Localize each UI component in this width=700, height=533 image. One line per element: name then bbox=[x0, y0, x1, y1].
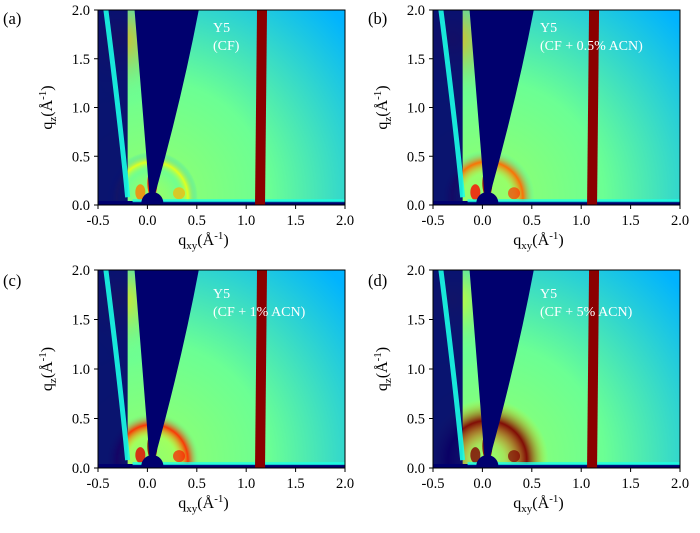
missing-wedge bbox=[98, 270, 199, 457]
x-tick-label: 1.5 bbox=[287, 213, 305, 229]
y-tick-label: 1.0 bbox=[72, 101, 90, 117]
x-axis-label: qxy(Å-1) bbox=[178, 493, 228, 515]
y-axis-label: qz(Å-1) bbox=[372, 85, 394, 129]
sample-name: Y5 bbox=[213, 21, 230, 36]
y-axis-label: qz(Å-1) bbox=[37, 85, 59, 129]
sample-condition: (CF + 1% ACN) bbox=[213, 305, 306, 320]
x-tick-label: 2.0 bbox=[336, 213, 354, 229]
x-tick-label: -0.5 bbox=[422, 213, 445, 229]
y-tick-label: 1.5 bbox=[72, 52, 90, 68]
y-tick-label: 0.5 bbox=[407, 412, 425, 428]
x-tick-label: 0.0 bbox=[473, 476, 491, 492]
x-axis-label: qxy(Å-1) bbox=[513, 493, 563, 515]
sample-condition: (CF + 0.5% ACN) bbox=[540, 39, 643, 54]
panel-a: -0.5 0.0 0.5 1.0 1.5 2.00.00.51.01.52.0qxy(Å-… bbox=[3, 3, 354, 252]
y-tick-label: 1.0 bbox=[407, 362, 425, 378]
panel-label: (c) bbox=[3, 271, 21, 290]
substrate-horizon bbox=[433, 464, 680, 468]
detector-gap bbox=[587, 270, 600, 468]
substrate-horizon bbox=[98, 464, 345, 468]
x-tick-label: 1.5 bbox=[622, 476, 640, 492]
x-tick-label: -0.5 bbox=[87, 213, 110, 229]
panel-label: (b) bbox=[368, 9, 387, 28]
sample-name: Y5 bbox=[213, 287, 230, 302]
y-tick-label: 2.0 bbox=[407, 3, 425, 19]
x-tick-label: 0.0 bbox=[138, 213, 156, 229]
x-tick-label: -0.5 bbox=[87, 476, 110, 492]
x-axis-label: qxy(Å-1) bbox=[513, 230, 563, 252]
y-tick-label: 1.5 bbox=[407, 313, 425, 329]
y-tick-label: 0.0 bbox=[407, 461, 425, 477]
x-tick-label: 1.0 bbox=[572, 213, 590, 229]
y-tick-label: 0.5 bbox=[72, 412, 90, 428]
beamstop bbox=[141, 455, 164, 468]
sample-condition: (CF) bbox=[213, 39, 240, 54]
y-axis-label: qz(Å-1) bbox=[37, 347, 59, 391]
detector-gap bbox=[255, 10, 268, 205]
y-tick-label: 0.5 bbox=[72, 149, 90, 165]
beamstop bbox=[476, 455, 499, 468]
x-tick-label: 0.5 bbox=[188, 476, 206, 492]
x-axis-label: qxy(Å-1) bbox=[178, 230, 228, 252]
y-tick-label: 2.0 bbox=[72, 263, 90, 279]
sample-condition: (CF + 5% ACN) bbox=[540, 305, 633, 320]
x-tick-label: 1.5 bbox=[287, 476, 305, 492]
x-tick-label: -0.5 bbox=[422, 476, 445, 492]
y-tick-label: 0.0 bbox=[407, 198, 425, 214]
x-tick-label: 1.0 bbox=[572, 476, 590, 492]
panel-label: (d) bbox=[368, 271, 387, 290]
y-tick-label: 2.0 bbox=[407, 263, 425, 279]
y-tick-label: 1.5 bbox=[72, 313, 90, 329]
detector-gap bbox=[255, 270, 268, 468]
x-tick-label: 2.0 bbox=[671, 476, 689, 492]
sample-name: Y5 bbox=[540, 21, 557, 36]
panel-label: (a) bbox=[3, 9, 21, 28]
panel-d: -0.5 0.0 0.5 1.0 1.5 2.00.00.51.01.52.0qxy(Å-… bbox=[368, 263, 689, 515]
missing-wedge bbox=[433, 270, 534, 457]
y-tick-label: 1.0 bbox=[72, 362, 90, 378]
y-tick-label: 1.5 bbox=[407, 52, 425, 68]
sample-name: Y5 bbox=[540, 287, 557, 302]
x-tick-label: 0.5 bbox=[523, 213, 541, 229]
substrate-horizon bbox=[98, 201, 345, 205]
y-tick-label: 2.0 bbox=[72, 3, 90, 19]
x-tick-label: 1.0 bbox=[237, 213, 255, 229]
x-tick-label: 1.0 bbox=[237, 476, 255, 492]
x-tick-label: 2.0 bbox=[671, 213, 689, 229]
y-tick-label: 1.0 bbox=[407, 101, 425, 117]
missing-wedge bbox=[98, 10, 199, 194]
y-tick-label: 0.0 bbox=[72, 461, 90, 477]
substrate-horizon bbox=[433, 201, 680, 205]
panel-b: -0.5 0.0 0.5 1.0 1.5 2.00.00.51.01.52.0qxy(Å-… bbox=[368, 3, 689, 252]
detector-gap bbox=[587, 10, 600, 205]
missing-wedge bbox=[433, 10, 534, 194]
beamstop bbox=[476, 192, 499, 205]
x-tick-label: 0.5 bbox=[188, 213, 206, 229]
y-axis-label: qz(Å-1) bbox=[372, 347, 394, 391]
x-tick-label: 0.0 bbox=[138, 476, 156, 492]
panel-c: -0.5 0.0 0.5 1.0 1.5 2.00.00.51.01.52.0qxy(Å-… bbox=[3, 263, 354, 515]
x-tick-label: 0.5 bbox=[523, 476, 541, 492]
x-tick-label: 0.0 bbox=[473, 213, 491, 229]
x-tick-label: 1.5 bbox=[622, 213, 640, 229]
x-tick-label: 2.0 bbox=[336, 476, 354, 492]
beamstop bbox=[141, 192, 164, 205]
y-tick-label: 0.0 bbox=[72, 198, 90, 214]
y-tick-label: 0.5 bbox=[407, 149, 425, 165]
